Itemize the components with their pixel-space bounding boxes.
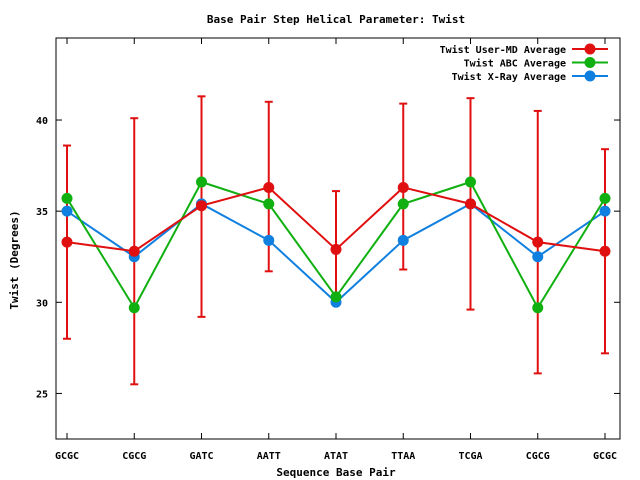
data-point [397,198,409,210]
x-tick-label: CGCG [526,451,550,462]
legend-entry-label: Twist X-Ray Average [452,71,566,83]
data-point [599,205,611,217]
x-tick-label: GCGC [55,451,79,462]
chart-title: Base Pair Step Helical Parameter: Twist [207,13,465,26]
data-point [61,205,73,217]
legend-swatch-marker [584,57,596,68]
legend-swatch-marker [584,43,596,55]
data-point [330,243,342,255]
data-point [599,245,611,257]
y-tick-label: 40 [36,116,48,127]
y-tick-label: 30 [36,298,48,309]
data-point [465,198,476,210]
error-bars [63,95,609,386]
data-point [465,176,476,188]
legend-entry-label: Twist ABC Average [464,58,566,70]
legend-entry-label: Twist User-MD Average [440,44,566,56]
y-tick-label: 25 [36,389,48,400]
data-point [61,192,73,204]
plot-frame [55,37,621,440]
x-tick-label: AATT [257,451,281,462]
x-tick-label: GCGC [593,451,617,462]
y-axis-label: Twist (Degrees) [8,210,21,309]
legend-swatch-marker [584,70,596,82]
data-point [196,176,207,188]
series-layer [61,176,611,314]
data-point [128,302,140,314]
series-1 [61,176,611,314]
data-point [599,192,611,204]
data-point [263,181,275,193]
series-0 [61,181,611,257]
data-point [532,302,544,314]
data-point [397,181,409,193]
data-point [263,234,275,246]
x-axis-label: Sequence Base Pair [276,466,396,479]
x-tick-label: TCGA [458,451,482,462]
data-point [263,198,275,210]
x-tick-label: ATAT [324,451,348,462]
data-point [128,245,140,257]
data-point [532,236,544,248]
data-point [532,251,544,263]
axis-ticks: 25 30 35 40 GCGC CGCG GATC AATT ATAT TTAA TCGA CGCG… [36,38,620,462]
x-tick-label: TTAA [391,451,415,462]
legend: Twist User-MD Average Twist ABC AverageTw… [440,43,608,83]
data-point [330,291,342,303]
data-point [61,236,73,248]
x-tick-label: GATC [189,451,213,462]
data-point [196,200,207,212]
data-point [397,234,409,246]
y-tick-label: 35 [36,207,48,218]
x-tick-label: CGCG [122,451,146,462]
